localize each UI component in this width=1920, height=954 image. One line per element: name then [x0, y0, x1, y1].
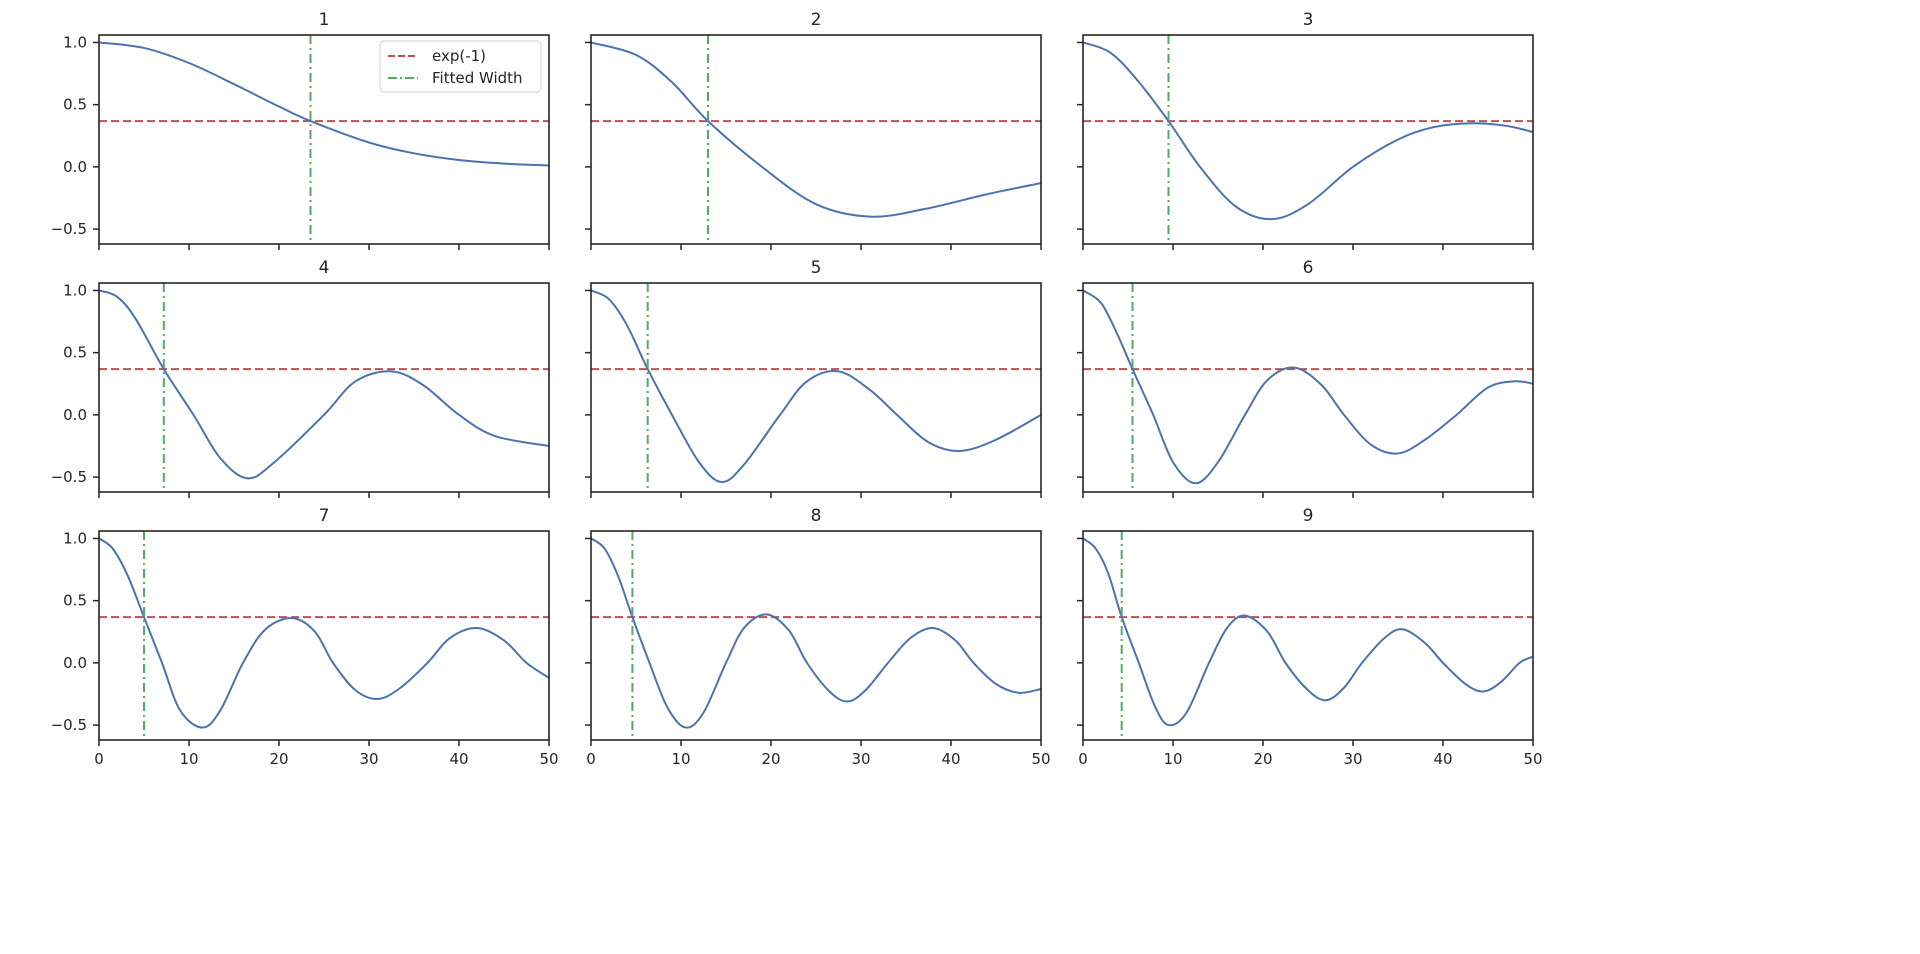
axes-frame: [1082, 34, 1534, 245]
y-tick-label: −0.5: [51, 468, 87, 486]
y-tick-label: 1.0: [63, 281, 87, 299]
y-tick-label: 0.0: [63, 654, 87, 672]
data-curve: [98, 41, 550, 167]
x-tick-label: 20: [761, 750, 780, 768]
legend-label: exp(-1): [432, 47, 486, 65]
data-curve: [590, 289, 1042, 484]
x-tick-label: 30: [359, 750, 378, 768]
panel-title: 6: [1303, 258, 1314, 278]
legend-label: Fitted Width: [432, 69, 523, 87]
x-tick-label: 40: [941, 750, 960, 768]
axes-frame: [1082, 530, 1534, 741]
axes-frame: [590, 282, 1042, 493]
data-curve: [590, 41, 1042, 218]
x-tick-label: 0: [94, 750, 104, 768]
axes-frame: [590, 530, 1042, 741]
data-curve: [98, 537, 550, 729]
axes-frame: [98, 34, 550, 245]
y-tick-label: −0.5: [51, 716, 87, 734]
panel-title: 9: [1303, 506, 1314, 526]
y-tick-label: −0.5: [51, 220, 87, 238]
x-tick-label: 50: [539, 750, 558, 768]
x-tick-label: 0: [586, 750, 596, 768]
x-tick-label: 10: [1163, 750, 1182, 768]
y-tick-label: 0.5: [63, 96, 87, 114]
data-curve: [98, 289, 550, 480]
x-tick-label: 30: [851, 750, 870, 768]
x-tick-label: 50: [1523, 750, 1542, 768]
data-curve: [1082, 537, 1534, 727]
y-tick-label: 1.0: [63, 529, 87, 547]
axes-frame: [98, 282, 550, 493]
legend-box: [379, 40, 542, 93]
x-tick-label: 40: [449, 750, 468, 768]
y-tick-label: 0.0: [63, 406, 87, 424]
x-tick-label: 40: [1433, 750, 1452, 768]
data-curve: [1082, 41, 1534, 221]
panel-title: 3: [1303, 10, 1314, 30]
panel-title: 1: [319, 10, 330, 30]
x-tick-label: 50: [1031, 750, 1050, 768]
x-tick-label: 10: [671, 750, 690, 768]
panel-title: 2: [811, 10, 822, 30]
x-tick-label: 0: [1078, 750, 1088, 768]
axes-frame: [98, 530, 550, 741]
data-curve: [1082, 289, 1534, 485]
panel-title: 8: [811, 506, 822, 526]
panel-title: 4: [319, 258, 330, 278]
y-tick-label: 1.0: [63, 33, 87, 51]
y-tick-label: 0.5: [63, 592, 87, 610]
y-tick-label: 0.0: [63, 158, 87, 176]
x-tick-label: 30: [1343, 750, 1362, 768]
axes-frame: [590, 34, 1042, 245]
x-tick-label: 20: [1253, 750, 1272, 768]
panel-title: 7: [319, 506, 330, 526]
panel-title: 5: [811, 258, 822, 278]
y-tick-label: 0.5: [63, 344, 87, 362]
axes-frame: [1082, 282, 1534, 493]
data-curve: [590, 537, 1042, 729]
x-tick-label: 20: [269, 750, 288, 768]
x-tick-label: 10: [179, 750, 198, 768]
